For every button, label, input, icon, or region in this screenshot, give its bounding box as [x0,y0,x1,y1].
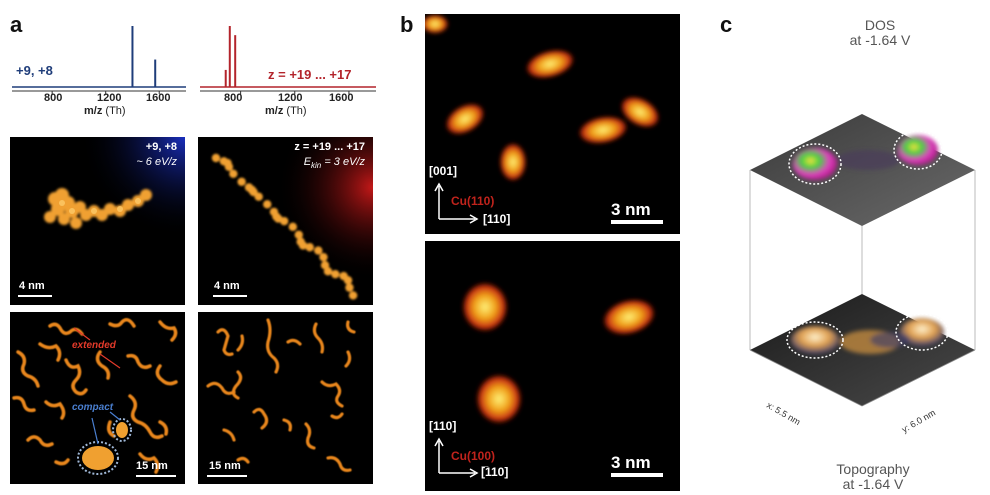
c-bottom-title: Topography at -1.64 V [836,461,910,492]
chain-bead [345,283,354,292]
chain-bead [298,241,308,250]
b-bottom-dir-right-label: [̅110] [481,465,509,479]
stm-image-a2-graphic [198,137,373,305]
c-3d-plot-graphic [749,114,976,407]
spectrum-right-tick: 800 [224,92,243,104]
spectrum-right-plot [200,26,376,94]
chain-bead [323,267,333,276]
panel-letter-a: a [10,12,23,37]
b-top-substrate-label: Cu(110) [451,194,495,208]
spectrum-right-xlabel: m/z (Th) [265,105,307,117]
stm-a1-scale-text: 4 nm [19,280,45,292]
stm-a1-charge-label: +9, +8 [145,141,177,153]
chain-bead [319,252,328,262]
spectrum-left-plot [12,26,186,94]
spectrum-left [10,20,188,130]
chain-bead [331,269,340,279]
stm-a2-charge-label: z = +19 ... +17 [294,141,365,153]
spectrum-left-tick: 800 [44,92,63,104]
b-bottom-dir-up-label: [110] [429,419,457,433]
chain-bead [224,162,234,172]
stm-a2-energy-label: Ekin = 3 eV/z [303,156,365,171]
chain-bead [314,246,323,255]
panel-letter-c: c [720,12,733,37]
c-top-title: DOS at -1.64 V [849,17,911,48]
stm-a4-scale-text: 15 nm [209,460,241,472]
stm-a4-scale-bar [207,475,247,477]
stm-a2-scale-text: 4 nm [214,280,240,292]
stm-image-a3-graphic [10,312,185,484]
stm-a1-scale-bar [18,295,52,297]
stm-image-a1: +9, +8 ~ 6 eV/z 4 nm [10,137,185,305]
chain-bead [305,243,314,252]
stm-image-a4-graphic [198,312,373,484]
chain-bead [288,222,298,232]
chain-bead [294,230,303,240]
spectrum-right-tick: 1600 [329,92,354,104]
b-top-dir-right-label: [110] [483,212,511,226]
chain-bead [263,200,272,209]
spectrum-left-charge-label: +9, +8 [16,63,53,78]
stm-a3-compact-label: compact [72,402,114,413]
panel-letter-b: b [400,12,414,37]
spectrum-left-tick: 1200 [97,92,122,104]
spectrum-right [198,20,378,130]
stm-image-a4: 15 nm [198,312,373,484]
stm-image-b-top-graphic [425,14,680,234]
c-3d-plot: x: 5.5 nm y: 6.0 nm [740,60,985,460]
stm-image-b-top: [001] Cu(110) [110] 3 nm [425,14,680,234]
b-top-scale-bar [611,220,663,224]
chain-bead [237,177,246,186]
chain-bead [229,169,238,178]
b-bottom-scale-text: 3 nm [611,453,651,472]
b-top-dir-up-label: [001] [429,164,458,178]
b-top-scale-text: 3 nm [611,200,651,219]
stm-a1-energy-label: ~ 6 eV/z [136,156,177,168]
chain-bead [254,192,263,201]
b-bottom-substrate-label: Cu(100) [451,449,496,463]
spectrum-left-tick: 1600 [146,92,171,104]
chain-bead [279,216,289,226]
stm-a3-scale-bar [136,475,176,477]
stm-image-a2: z = +19 ... +17 Ekin = 3 eV/z 4 nm [198,137,373,305]
chain-bead [343,276,353,285]
stm-a2-scale-bar [213,295,247,297]
stm-image-a3: extended compact 15 nm [10,312,185,484]
stm-image-a1-graphic [10,137,185,305]
b-bottom-scale-bar [611,473,663,477]
spectrum-right-tick: 1200 [278,92,303,104]
stm-a3-scale-text: 15 nm [136,460,168,472]
chain-bead [211,153,221,163]
spectrum-right-charge-label: z = +19 ... +17 [268,67,352,82]
stm-image-b-bottom-graphic [425,241,680,491]
spectrum-left-xlabel: m/z (Th) [84,105,126,117]
chain-bead [348,291,358,300]
stm-image-b-bottom: [110] Cu(100) [̅110] 3 nm [425,241,680,491]
stm-a3-extended-label: extended [72,340,116,351]
